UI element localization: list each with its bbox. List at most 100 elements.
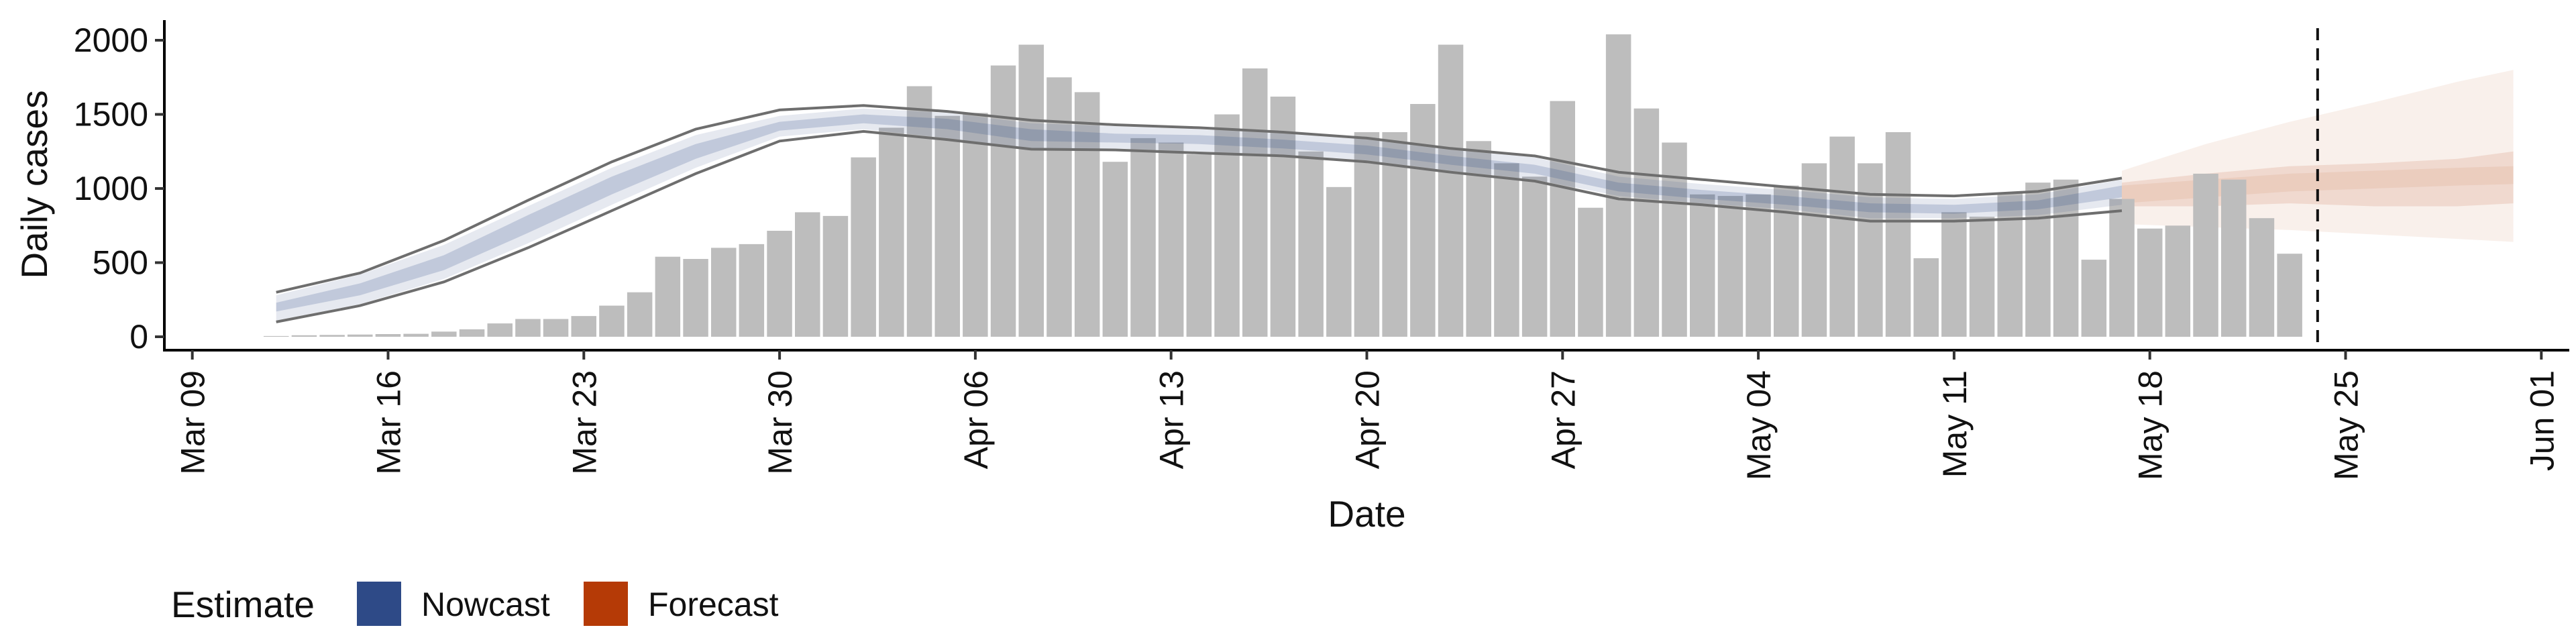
x-tick-label: May 25 [2328,370,2365,480]
bar [1801,163,1827,337]
bar [1298,151,1324,337]
bar [906,86,932,337]
bar [1214,114,1240,337]
y-tick-label: 0 [129,318,148,356]
bar [2249,218,2275,337]
bar [711,248,737,337]
bar [1046,77,1072,337]
x-tick-label: May 18 [2132,370,2169,480]
nowcast-outer-band [276,108,2123,321]
forecast-median-band [2122,166,2514,204]
nowcast-lower-line [276,129,2123,323]
bar [1746,194,1771,337]
bar [431,331,457,337]
bar [1158,142,1184,337]
nowcast-bands [276,108,2123,321]
bar [1578,207,1603,337]
bar [1102,162,1128,337]
legend: Estimate Nowcast Forecast [171,582,779,626]
bar [2165,225,2191,337]
x-ticks: Mar 09 Mar 16 Mar 23 Mar 30 Apr 06 Apr 13 Apr … [174,350,2561,480]
bar [403,333,429,337]
bar [459,329,485,337]
bar [1521,176,1548,337]
x-tick-label: Mar 23 [566,370,603,475]
bar [851,157,876,337]
bar [543,319,569,337]
bar [1633,108,1660,337]
bar [822,215,849,337]
bar [1690,194,1715,337]
y-tick-label: 1500 [74,96,148,133]
bar [1829,136,1855,337]
x-tick-label: Apr 20 [1349,370,1387,469]
bar [487,323,513,337]
bar [2193,173,2218,337]
legend-key-nowcast [357,582,401,626]
bar [1941,212,1967,337]
bar [1885,132,1911,337]
x-tick-label: Jun 01 [2523,370,2561,471]
bar [879,127,904,337]
legend-label-forecast: Forecast [648,586,779,623]
bar [347,334,373,337]
bar [1550,101,1575,337]
bar [1662,142,1687,337]
bar [990,65,1016,337]
bar [934,115,960,337]
bar [1717,196,1743,337]
bar [2221,179,2247,337]
bar [2137,228,2163,337]
bound-lines [276,104,2123,323]
bar [2109,199,2135,337]
y-tick-label: 500 [93,244,148,282]
bar [2277,254,2302,337]
bar [1326,186,1352,337]
y-ticks: 0 500 1000 1500 2000 [74,21,164,356]
bar [963,113,988,337]
bar [1913,258,1939,337]
bar [571,316,596,337]
bar [1018,44,1044,337]
bar [319,335,345,337]
bar [627,292,653,337]
bar [1438,44,1464,337]
bar [375,334,401,337]
bar [1270,97,1296,337]
x-tick-label: May 11 [1936,370,1974,478]
bar [1074,92,1100,337]
bar [1354,132,1380,337]
x-tick-label: Apr 06 [957,370,995,469]
bar [1969,217,1995,337]
bar [2081,260,2107,337]
bar [1605,34,1631,337]
x-axis-title: Date [1328,493,1405,535]
bar [739,244,765,337]
bar [795,212,820,337]
legend-title: Estimate [171,584,315,625]
bars-group [264,34,2302,337]
x-tick-label: Mar 16 [370,370,407,475]
bar [683,259,708,337]
bar [655,256,681,337]
bar [2053,179,2079,337]
bar [1858,163,1883,337]
bar [1494,163,1519,337]
bar [1242,68,1268,337]
y-axis-title: Daily cases [13,90,55,278]
x-tick-label: Apr 13 [1153,370,1191,469]
x-tick-label: Mar 09 [174,370,212,475]
x-tick-label: May 04 [1740,370,1778,480]
bar [264,335,289,337]
bar [2025,182,2051,337]
bar [1997,193,2023,337]
y-tick-label: 2000 [74,21,148,59]
x-tick-label: Apr 27 [1544,370,1582,469]
bar [1186,154,1212,337]
bar [1130,138,1156,337]
bar [767,231,792,337]
x-tick-label: Mar 30 [761,370,799,475]
bar [1410,104,1436,337]
